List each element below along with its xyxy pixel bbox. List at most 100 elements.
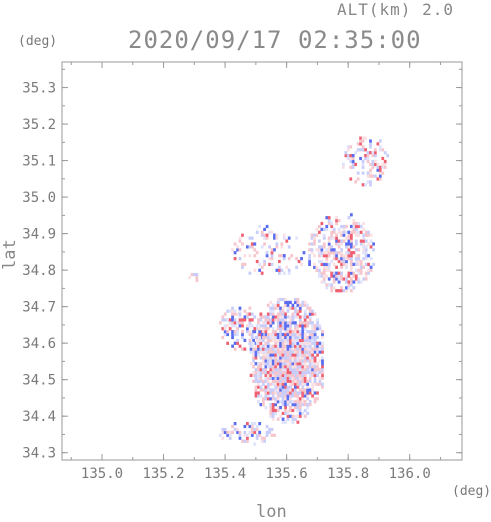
data-cell <box>241 335 244 340</box>
data-cell <box>257 376 260 380</box>
data-cell <box>279 318 282 322</box>
data-cell <box>318 268 321 272</box>
data-cell <box>281 417 285 421</box>
data-cell <box>308 391 312 395</box>
data-cell <box>291 312 295 316</box>
data-cell <box>238 344 242 348</box>
data-cell <box>281 379 285 383</box>
data-cell <box>260 271 264 275</box>
data-cell <box>266 347 270 351</box>
data-cell <box>332 286 336 290</box>
data-cell <box>313 324 317 328</box>
data-cell <box>327 262 331 267</box>
data-cell <box>335 265 338 269</box>
data-cell <box>266 359 270 363</box>
data-cell <box>238 236 242 240</box>
data-cell <box>284 315 287 319</box>
data-cell <box>366 174 370 178</box>
data-cell <box>286 321 290 325</box>
data-cell <box>303 347 307 351</box>
data-cell <box>286 362 290 366</box>
data-cell <box>364 239 368 243</box>
data-cell <box>241 321 244 325</box>
data-cell <box>275 242 279 246</box>
data-cell <box>367 230 370 234</box>
data-cell <box>306 382 310 386</box>
data-cell <box>226 430 230 435</box>
data-cell <box>306 353 310 357</box>
data-cell <box>354 233 358 237</box>
data-cell <box>274 362 278 366</box>
data-cell <box>308 338 312 343</box>
data-cell <box>294 332 297 337</box>
data-cell <box>274 403 278 407</box>
data-cell <box>313 370 317 375</box>
data-cell <box>279 362 282 366</box>
data-cell <box>347 216 351 220</box>
data-cell <box>321 350 324 354</box>
data-cell <box>301 394 305 398</box>
data-cell <box>301 385 305 389</box>
data-cell <box>381 156 385 161</box>
data-cell <box>286 365 290 369</box>
data-cell <box>350 236 353 240</box>
data-cell <box>238 324 242 328</box>
data-cell <box>308 373 312 378</box>
data-cell <box>284 341 287 345</box>
data-cell <box>236 321 239 325</box>
data-cell <box>281 332 285 337</box>
data-cell <box>243 347 247 351</box>
data-cell <box>284 406 287 410</box>
data-cell <box>281 382 285 386</box>
data-cell <box>294 385 297 389</box>
data-cell <box>313 347 317 351</box>
data-cell <box>335 219 338 223</box>
data-cell <box>306 356 310 360</box>
data-cell <box>264 344 268 348</box>
data-cell <box>354 242 358 246</box>
data-cell <box>268 262 271 267</box>
data-cell <box>337 257 341 261</box>
data-cell <box>231 344 234 348</box>
data-cell <box>300 262 303 267</box>
data-cell <box>233 341 237 345</box>
data-cell <box>279 373 282 378</box>
data-cell <box>316 391 319 395</box>
data-cell <box>264 353 268 357</box>
data-cell <box>233 312 237 316</box>
data-cell <box>340 230 343 234</box>
data-cell <box>359 280 363 284</box>
data-cell <box>262 338 265 343</box>
data-cell <box>279 388 282 392</box>
data-cell <box>298 368 302 372</box>
data-cell <box>296 379 300 383</box>
data-cell <box>275 245 279 249</box>
data-cell <box>362 245 366 249</box>
data-cell <box>274 382 278 386</box>
data-cell <box>350 257 353 261</box>
axis-ticks: 135.0 135.2 135.4 135.6 135.8 136.034.334.434… <box>22 62 462 482</box>
data-cell <box>340 271 343 275</box>
data-cell <box>264 321 268 325</box>
data-cell <box>223 430 227 435</box>
data-cell <box>310 251 314 255</box>
data-cell <box>275 268 279 272</box>
data-cell <box>342 162 345 167</box>
data-cell <box>362 242 366 246</box>
data-cell <box>340 254 343 258</box>
data-cell <box>291 403 295 407</box>
data-cell <box>352 224 356 229</box>
data-cell <box>270 251 274 255</box>
data-cell <box>298 403 302 407</box>
data-cell <box>294 370 297 375</box>
data-cell <box>306 370 310 375</box>
data-cell <box>279 394 282 398</box>
data-cell <box>241 265 244 269</box>
data-cell <box>320 271 324 275</box>
data-cell <box>354 268 358 272</box>
data-cell <box>322 227 326 232</box>
data-cell <box>340 259 343 264</box>
data-cell <box>289 330 292 334</box>
data-cell <box>349 156 353 161</box>
